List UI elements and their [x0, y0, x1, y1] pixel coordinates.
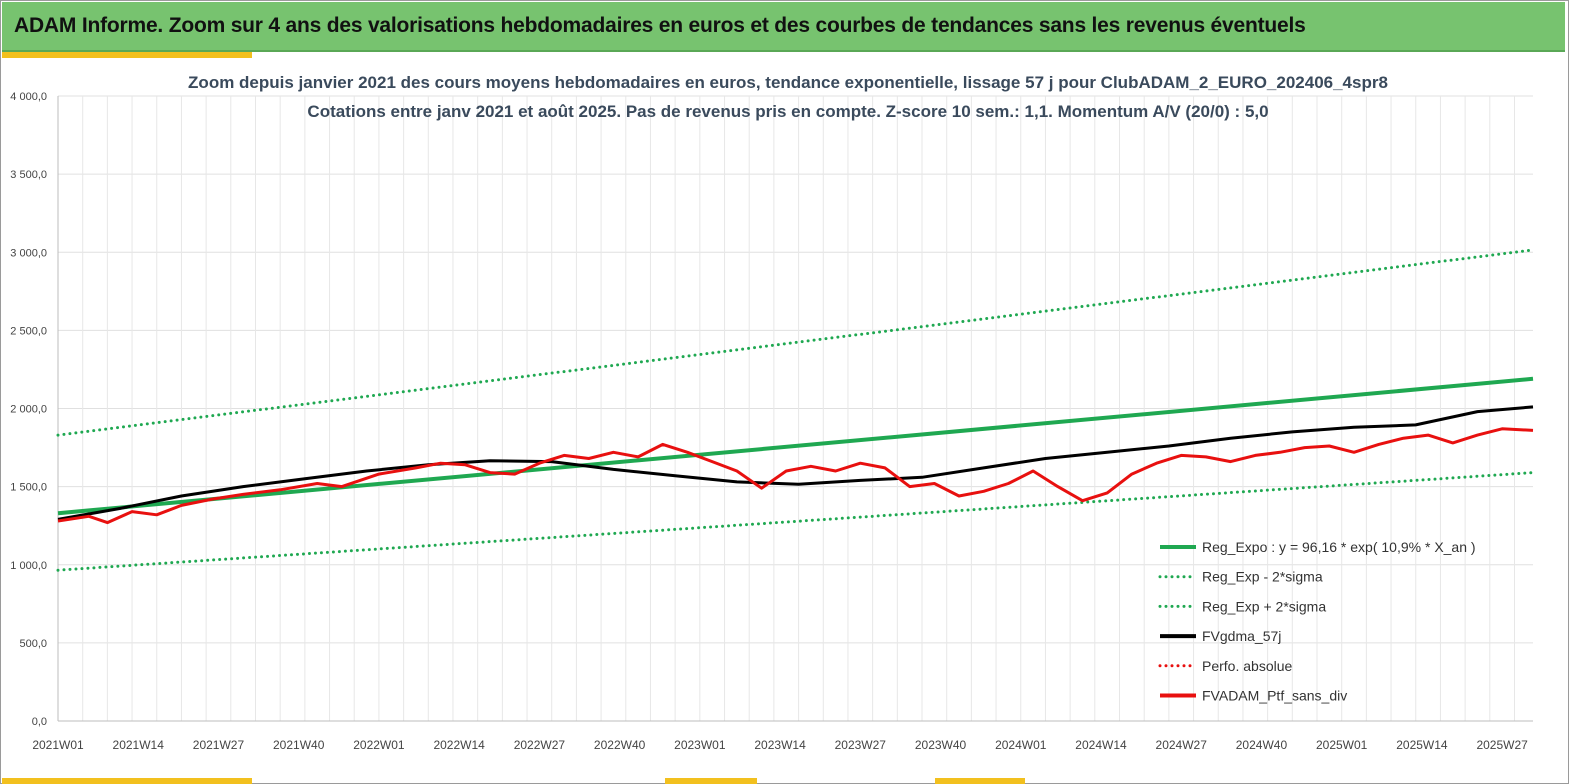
x-tick-label: 2023W01 — [674, 738, 726, 752]
y-tick-label: 0,0 — [32, 716, 47, 728]
y-axis: 0,0 500,0 1 000,0 1 500,0 2 000,0 2 500,0 3 00… — [10, 91, 47, 728]
y-tick-label: 3 000,0 — [10, 247, 47, 259]
y-tick-label: 1 000,0 — [10, 560, 47, 572]
x-tick-label: 2025W14 — [1396, 738, 1448, 752]
y-tick-label: 2 000,0 — [10, 404, 47, 416]
x-tick-label: 2024W14 — [1075, 738, 1127, 752]
accent-bar-top-left — [2, 52, 252, 58]
y-tick-label: 4 000,0 — [10, 91, 47, 103]
legend-label: Reg_Expo : y = 96,16 * exp( 10,9% * X_an… — [1202, 539, 1476, 555]
x-tick-label: 2024W01 — [995, 738, 1047, 752]
x-tick-label: 2023W40 — [915, 738, 967, 752]
x-tick-label: 2021W27 — [193, 738, 245, 752]
legend-label: Perfo. absolue — [1202, 658, 1292, 674]
x-tick-label: 2024W40 — [1236, 738, 1288, 752]
legend-label: Reg_Exp - 2*sigma — [1202, 569, 1323, 585]
grid — [57, 95, 1533, 722]
series-line-1 — [56, 471, 1535, 572]
page-title: ADAM Informe. Zoom sur 4 ans des valoris… — [14, 14, 1306, 37]
x-tick-label: 2021W40 — [273, 738, 325, 752]
accent-bar-bottom-left — [2, 778, 252, 784]
series-line-2 — [56, 248, 1535, 437]
series-layer — [56, 248, 1535, 572]
x-tick-label: 2023W14 — [754, 738, 806, 752]
x-tick-label: 2024W27 — [1156, 738, 1208, 752]
x-tick-label: 2023W27 — [835, 738, 887, 752]
x-tick-label: 2021W14 — [113, 738, 165, 752]
y-tick-label: 1 500,0 — [10, 482, 47, 494]
series-line-0 — [57, 376, 1534, 516]
y-tick-label: 2 500,0 — [10, 325, 47, 337]
x-tick-label: 2022W14 — [433, 738, 485, 752]
legend-label: Reg_Exp + 2*sigma — [1202, 598, 1326, 614]
x-tick-label: 2022W01 — [353, 738, 405, 752]
chart-subtitle-line-2: Cotations entre janv 2021 et août 2025. … — [307, 102, 1268, 121]
y-tick-label: 3 500,0 — [10, 169, 47, 181]
accent-bar-bottom-middle — [665, 778, 757, 784]
legend-label: FVgdma_57j — [1202, 628, 1281, 644]
x-tick-label: 2025W27 — [1476, 738, 1528, 752]
series-line-3 — [57, 405, 1534, 521]
accent-bar-bottom-right — [935, 778, 1025, 784]
chart-subtitle-line-1: Zoom depuis janvier 2021 des cours moyen… — [188, 73, 1388, 92]
x-axis: 2021W01 2021W14 2021W27 2021W40 2022W01 2022W… — [32, 738, 1528, 752]
x-tick-label: 2025W01 — [1316, 738, 1368, 752]
x-tick-label: 2021W01 — [32, 738, 84, 752]
header-bar: ADAM Informe. Zoom sur 4 ans des valoris… — [2, 2, 1565, 52]
legend: Reg_Expo : y = 96,16 * exp( 10,9% * X_an… — [1158, 539, 1476, 704]
x-tick-label: 2022W27 — [514, 738, 566, 752]
series-line-5 — [57, 427, 1534, 525]
legend-label: FVADAM_Ptf_sans_div — [1202, 688, 1347, 704]
y-tick-label: 500,0 — [19, 638, 47, 650]
x-tick-label: 2022W40 — [594, 738, 646, 752]
